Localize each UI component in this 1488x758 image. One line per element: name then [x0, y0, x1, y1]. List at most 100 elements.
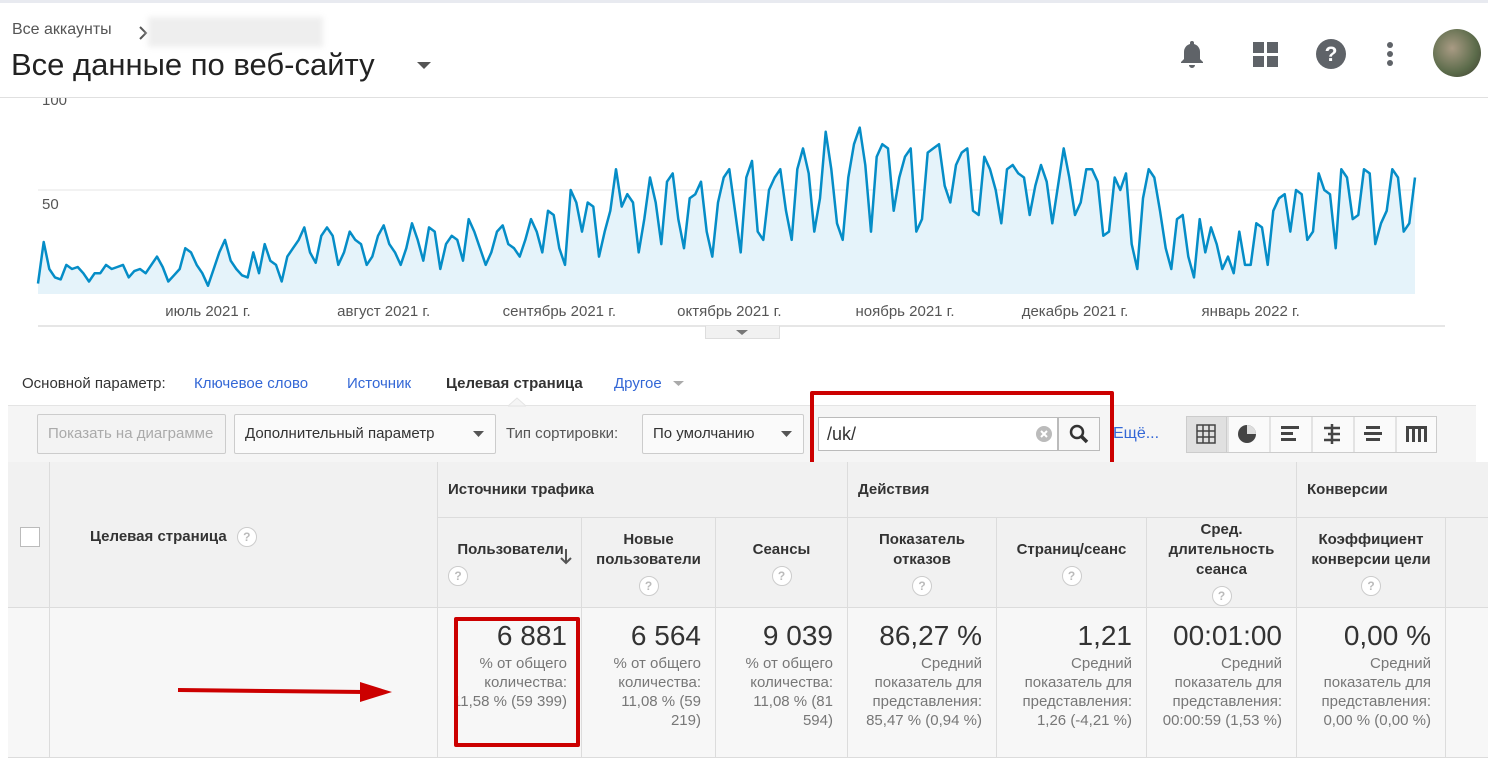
total-value: 86,27 % [879, 620, 982, 651]
line [36, 126, 1417, 287]
column-header-text: Пользователи [448, 540, 573, 564]
help-icon: ? [771, 565, 792, 586]
x-tick-label: сентябрь 2021 г. [503, 303, 616, 320]
dimension-header[interactable]: Целевая страница ? [50, 462, 438, 608]
totals-label [50, 608, 438, 758]
avatar[interactable] [1433, 29, 1481, 77]
dimension-option[interactable]: Ключевое слово [194, 375, 309, 392]
column-header[interactable]: Новые пользователи? [582, 518, 716, 608]
totals-cell: 1,21 Средний показатель для представления… [997, 608, 1147, 758]
cut-column-header [1446, 518, 1488, 608]
area [38, 127, 1415, 294]
search-text: /uk/ [827, 424, 857, 444]
totals-select [8, 608, 50, 758]
column-header[interactable]: Показатель отказов? [848, 518, 997, 608]
column-header-text: Сеансы [752, 540, 811, 558]
dimension-option-active[interactable]: Целевая страница [446, 375, 583, 392]
svg-text:?: ? [1325, 43, 1338, 66]
group-header: Источники трафика [438, 462, 848, 518]
totals-cell: 86,27 % Средний показатель для представле… [848, 608, 997, 758]
total-value: 00:01:00 [1173, 620, 1282, 651]
select-header [8, 462, 50, 608]
sort-value: По умолчанию [653, 425, 755, 442]
sort-label: Тип сортировки: [506, 425, 619, 442]
total-note: % от общего количества: 11,08 % (59 219) [613, 655, 702, 729]
blurred-account [148, 17, 323, 47]
group-header: Действия [848, 462, 1297, 518]
secondary-dimension-text: Дополнительный параметр [245, 425, 435, 442]
total-value: 1,21 [1077, 620, 1133, 651]
column-header-text: Сред. длительность сеанса [1168, 520, 1275, 578]
sort-dropdown[interactable]: По умолчанию [642, 414, 804, 454]
column-header-text: Страниц/сеанс [1016, 540, 1127, 558]
dropdown-arrow [673, 381, 684, 386]
column-header-text: Новые пользователи [596, 530, 701, 568]
total-value: 9 039 [762, 620, 833, 651]
more-icon[interactable] [1383, 40, 1397, 70]
search-input[interactable]: /uk/ [818, 417, 1058, 451]
totals-cell: 9 039 % от общего количества: 11,08 % (81… [716, 608, 848, 758]
highlight-box [810, 391, 1114, 466]
group-header: Конверсии [1297, 462, 1488, 518]
x-tick-label: август 2021 г. [337, 303, 430, 320]
select-all-checkbox[interactable] [20, 527, 40, 547]
column-header[interactable]: Страниц/сеанс? [997, 518, 1147, 608]
help-icon: ? [912, 575, 932, 596]
total-note: Средний показатель для представления: 0,… [1321, 655, 1431, 729]
help-icon: ? [638, 575, 659, 596]
highlight-box [454, 617, 580, 747]
column-header[interactable]: Сеансы? [716, 518, 848, 608]
totals-cell: 6 564 % от общего количества: 11,08 % (59… [582, 608, 716, 758]
total-note: % от общего количества: 11,58 % (59 399) [453, 655, 567, 710]
apps-icon[interactable] [1252, 41, 1280, 69]
dimension-label: Основной параметр: [22, 375, 166, 392]
column-header[interactable]: Коэффициент конверсии цели? [1297, 518, 1446, 608]
view-switcher[interactable] [1186, 416, 1437, 453]
x-tick-label: январь 2022 г. [1202, 303, 1300, 320]
column-header[interactable]: Сред. длительность сеанса? [1147, 518, 1297, 608]
totals-cell: 00:01:00 Средний показатель для представл… [1147, 608, 1297, 758]
x-tick-label: октябрь 2021 г. [677, 303, 781, 320]
total-value: 0,00 % [1343, 620, 1431, 651]
sort-arrow [560, 548, 572, 564]
secondary-dimension[interactable]: Дополнительный параметр [234, 414, 496, 454]
dimension-option[interactable]: Источник [347, 375, 412, 392]
help-icon: ? [448, 565, 468, 586]
help-icon: ? [1061, 565, 1082, 586]
column-header[interactable]: Пользователи? [438, 518, 582, 608]
total-note: Средний показатель для представления: 1,… [1022, 655, 1132, 729]
annotation-arrow [177, 682, 392, 702]
view-title[interactable]: Все данные по веб-сайту [11, 47, 375, 82]
header: Все аккаунты Все данные по веб-сайту ? [0, 0, 1488, 98]
y-tick-label: 50 [42, 196, 59, 213]
search-button[interactable] [1058, 417, 1100, 451]
x-tick-label: июль 2021 г. [165, 303, 250, 320]
column-header-text: Коэффициент конверсии цели [1311, 530, 1431, 568]
help-icon: ? [1361, 575, 1381, 596]
plot-rows-button[interactable]: Показать на диаграмме [37, 414, 226, 454]
dimension-header-text: Целевая страница [90, 528, 227, 545]
breadcrumb[interactable]: Все аккаунты [12, 21, 112, 38]
total-note: Средний показатель для представления: 00… [1162, 655, 1282, 729]
help-icon[interactable]: ? [1315, 38, 1347, 70]
total-value: 6 881 [496, 620, 567, 651]
chart-collapse[interactable] [705, 326, 780, 339]
x-tick-label: декабрь 2021 г. [1022, 303, 1129, 320]
total-note: % от общего количества: 11,08 % (81 594) [745, 655, 834, 729]
totals-cell: 0,00 % Средний показатель для представлен… [1297, 608, 1446, 758]
chevron [139, 26, 148, 40]
more-link[interactable]: Ещё... [1113, 425, 1160, 442]
view-dropdown[interactable] [416, 61, 432, 71]
total-note: Средний показатель для представления: 85… [866, 655, 982, 729]
bell-icon[interactable] [1178, 39, 1206, 69]
help-icon: ? [1211, 585, 1232, 606]
total-value: 6 564 [630, 620, 701, 651]
totals-cell: 6 881 % от общего количества: 11,58 % (59… [438, 608, 582, 758]
cut-column [1446, 608, 1488, 758]
active-notch [508, 397, 526, 407]
dimension-option[interactable]: Другое [614, 375, 662, 392]
column-header-text: Показатель отказов [878, 530, 965, 568]
x-tick-label: ноябрь 2021 г. [855, 303, 954, 320]
